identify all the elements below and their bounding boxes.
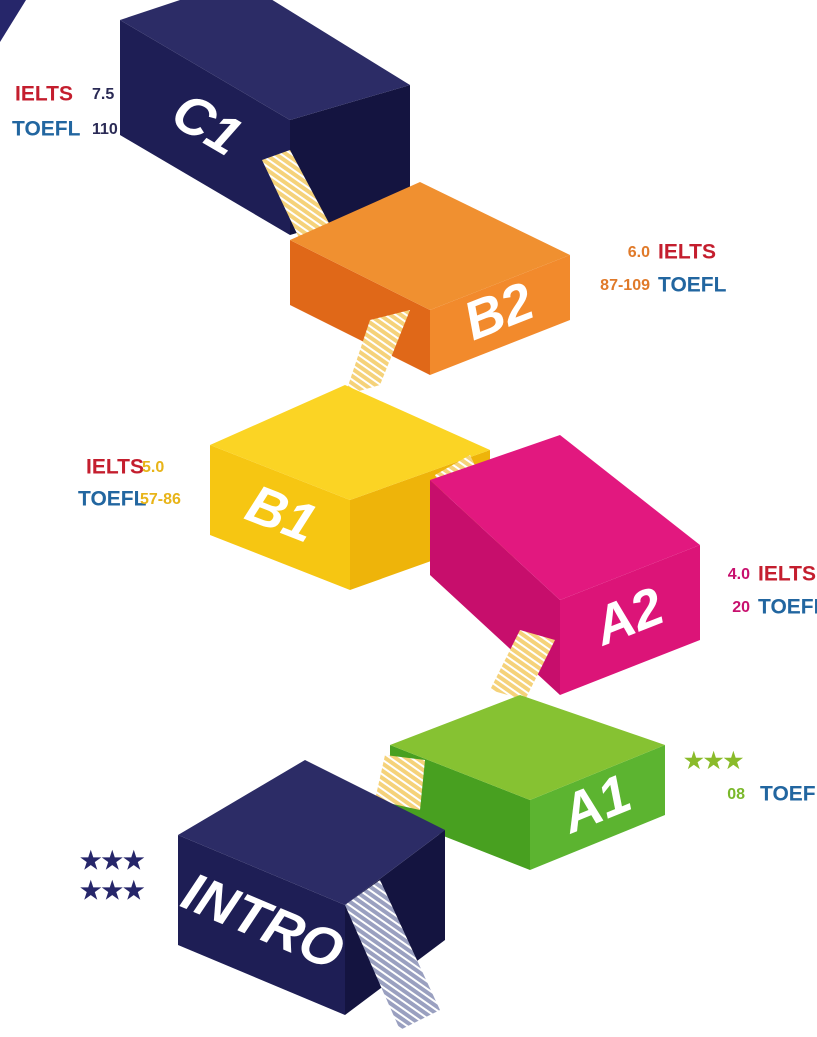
corner-accent xyxy=(0,0,26,42)
score: 20 xyxy=(732,599,750,616)
score: 6.0 xyxy=(628,244,650,261)
exam-label: IELTS xyxy=(658,241,716,264)
score: 4.0 xyxy=(728,566,750,583)
score: 57-86 xyxy=(140,491,181,508)
stars: ★★★ xyxy=(684,748,743,773)
score: 08 xyxy=(727,786,745,803)
exam-label: IELTS xyxy=(758,563,816,586)
exam-label: TOEFL xyxy=(78,488,147,511)
score: 5.0 xyxy=(142,459,164,476)
exam-label: IELTS xyxy=(86,456,144,479)
score: 7.5 xyxy=(92,86,114,103)
level-block: C1 xyxy=(120,0,410,240)
exam-label: IELTS xyxy=(15,83,73,106)
score: 110 xyxy=(92,121,118,138)
exam-label: TOEFL xyxy=(758,596,817,619)
exam-label: TOEFL xyxy=(658,274,727,297)
exam-label: TOEFL xyxy=(760,783,817,806)
level-diagram: C1B2B1A2A1INTRO IELTS 7.5 TOEFL 110 6.0 … xyxy=(0,0,817,1037)
stars: ★★★ xyxy=(80,877,145,904)
score: 87-109 xyxy=(600,277,650,294)
exam-label: TOEFL xyxy=(12,118,81,141)
stars: ★★★ xyxy=(80,847,145,874)
level-block: A2 xyxy=(430,435,700,700)
